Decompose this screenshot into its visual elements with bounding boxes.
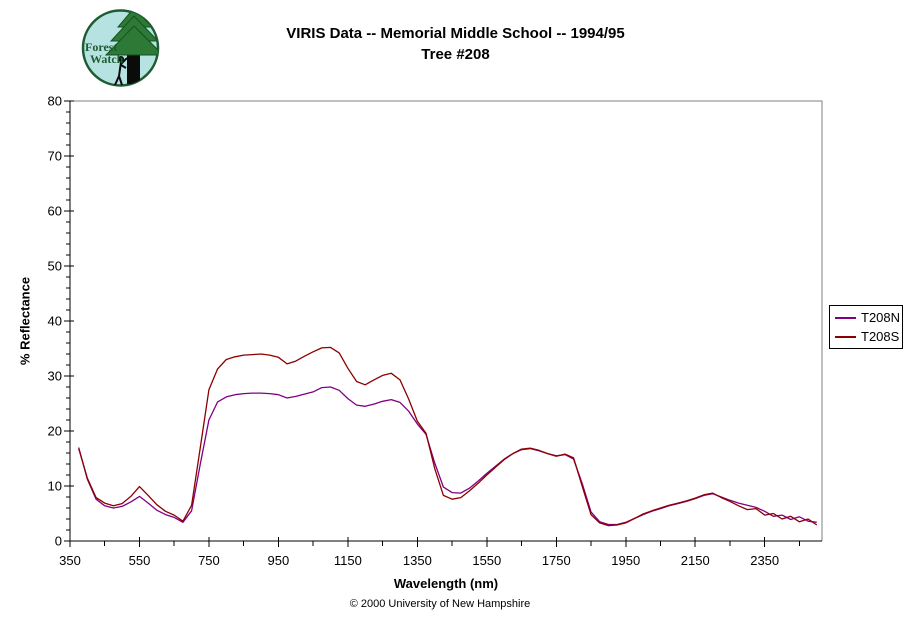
plot-border	[70, 100, 823, 541]
y-tick-label: 80	[48, 94, 62, 109]
legend-item-t208s: T208S	[835, 329, 902, 344]
pine-tree-icon	[104, 10, 158, 84]
y-axis-title: % Reflectance	[17, 276, 33, 366]
series-line-T208S	[78, 346, 818, 527]
x-axis-title: Wavelength (nm)	[393, 576, 499, 591]
y-tick-label: 20	[48, 424, 62, 439]
logo-text-line2: Watch	[90, 52, 124, 66]
axis-tick-labels: 350 550 750 950 1150 1350 1550 1750 1950 2150 2350…	[48, 94, 780, 569]
legend-swatch-t208n	[835, 316, 856, 319]
axes	[69, 101, 822, 542]
y-tick-label: 30	[48, 369, 62, 384]
x-tick-label: 550	[129, 553, 151, 568]
y-tick-label: 10	[48, 479, 62, 494]
copyright-text: © 2000 University of New Hampshire	[349, 598, 531, 610]
legend-item-t208n: T208N	[835, 310, 902, 325]
title-block: VIRIS Data -- Memorial Middle School -- …	[0, 23, 911, 65]
legend-label-t208n: T208N	[861, 310, 901, 325]
legend: T208N T208S	[829, 305, 903, 349]
x-tick-label: 750	[198, 553, 220, 568]
y-tick-label: 50	[48, 259, 62, 274]
x-tick-label: 1350	[403, 553, 432, 568]
y-tick-label: 70	[48, 149, 62, 164]
legend-swatch-t208s	[835, 335, 856, 338]
forest-watch-logo: Forest Watch	[81, 9, 160, 87]
chart-subtitle: Tree #208	[421, 46, 490, 63]
legend-label-t208s: T208S	[861, 329, 900, 344]
x-tick-label: 1950	[611, 553, 640, 568]
x-tick-label: 350	[59, 553, 81, 568]
y-tick-label: 0	[55, 534, 62, 549]
person-icon	[114, 56, 128, 86]
y-tick-label: 40	[48, 314, 62, 329]
x-tick-label: 2350	[750, 553, 779, 568]
series-line-T208N	[78, 386, 817, 526]
x-tick-label: 2150	[681, 553, 710, 568]
logo-text-line1: Forest	[85, 40, 117, 54]
x-tick-label: 1550	[472, 553, 501, 568]
chart-title: VIRIS Data -- Memorial Middle School -- …	[286, 25, 625, 42]
y-tick-label: 60	[48, 204, 62, 219]
x-tick-label: 1150	[334, 553, 362, 568]
x-tick-label: 1750	[542, 553, 571, 568]
x-tick-label: 950	[268, 553, 290, 568]
axis-ticks	[64, 100, 800, 547]
